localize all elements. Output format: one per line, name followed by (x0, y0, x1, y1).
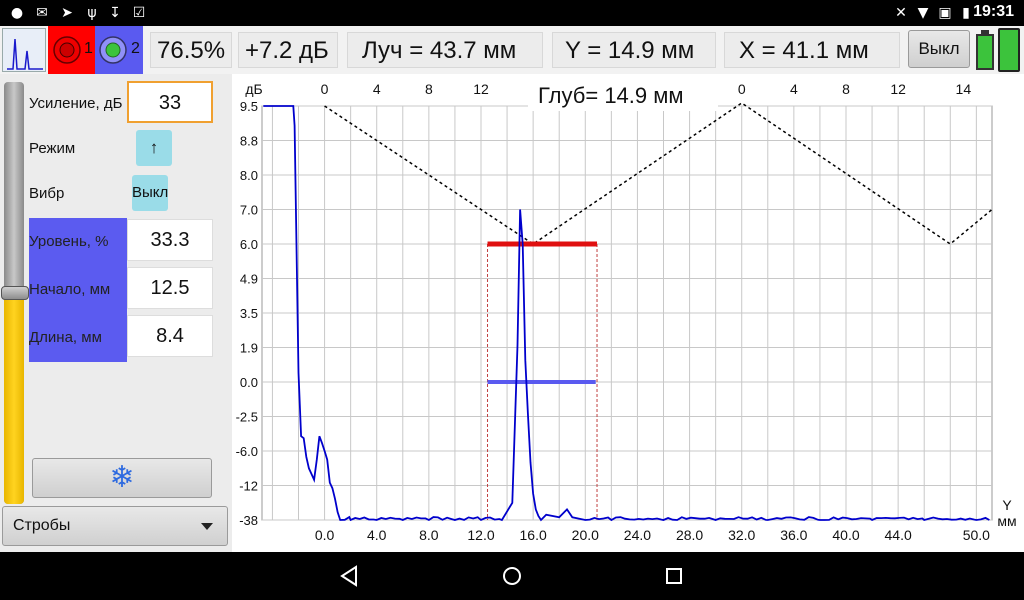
wifi-icon: ▼ (917, 5, 929, 21)
y-tick-label: -6.0 (236, 444, 258, 459)
y-tick-label: -12 (239, 479, 258, 494)
ascan-chart: 9.5 8.8 8.0 7.0 6.0 4.9 3.5 1.9 0.0 -2.5 -6.0 -12 -3… (236, 81, 1017, 543)
snowflake-icon: ❄ (109, 460, 135, 495)
x-tick-label: 44.0 (885, 527, 912, 543)
mode-label: Режим (29, 140, 76, 157)
gain-slider-fill (4, 293, 24, 504)
nav-bar (0, 552, 1024, 600)
gain-label: Усиление, дБ (29, 95, 123, 112)
signal-trace (263, 105, 990, 522)
y-tick-label: 0.0 (240, 375, 258, 390)
length-label: Длина, мм (29, 314, 127, 362)
no-sim-icon: ▣ (938, 5, 952, 21)
x-tick-label: 0.0 (315, 527, 335, 543)
ascan-mode-button[interactable] (2, 28, 46, 72)
x-tick-label: 16.0 (520, 527, 547, 543)
battery-indicator-2-icon (998, 28, 1020, 72)
y-tick-label: 9.5 (240, 99, 258, 114)
download-icon: ↧ (109, 5, 121, 21)
top-tick-label: 14 (956, 81, 972, 97)
dac-curve (324, 102, 993, 245)
y-tick-label: 8.8 (240, 134, 258, 149)
waveform-icon (7, 38, 43, 70)
y-tick-label: 3.5 (240, 306, 258, 321)
ascan-plot[interactable]: 9.5 8.8 8.0 7.0 6.0 4.9 3.5 1.9 0.0 -2.5 -6.0 -12 -3… (232, 74, 1024, 552)
x-tick-label: 36.0 (780, 527, 807, 543)
top-tick-label: 8 (842, 81, 850, 97)
db-axis-label: дБ (245, 81, 262, 97)
battery-icon: ▮ (962, 5, 970, 21)
back-icon[interactable] (338, 564, 362, 588)
level-label: Уровень, % (29, 218, 127, 266)
gain-percent-readout: 76.5% (150, 32, 232, 68)
start-label: Начало, мм (29, 266, 127, 314)
settings-panel: Усиление, дБ 33 Режим ↑ Вибр Выкл Уровен… (0, 74, 232, 552)
toolbar: 1 2 76.5% +7.2 дБ Луч = 43.7 мм Y = 14.9… (0, 26, 1024, 74)
checkbox-icon: ☑ (132, 5, 146, 21)
gate2-button[interactable]: 2 (95, 26, 143, 74)
top-tick-label: 4 (373, 81, 381, 97)
recents-icon[interactable] (662, 564, 686, 588)
gate1-button[interactable]: 1 (48, 26, 95, 74)
x-readout: X = 41.1 мм (724, 32, 900, 68)
top-tick-label: 4 (790, 81, 798, 97)
depth-readout: Глуб= 14.9 мм (528, 81, 718, 111)
x-axis-label-top: Y (1002, 497, 1012, 513)
bluetooth-icon: ✕ (895, 5, 907, 21)
home-icon[interactable] (500, 564, 524, 588)
y-tick-label: -38 (239, 513, 258, 528)
y-tick-label: -2.5 (236, 410, 258, 425)
start-input[interactable]: 12.5 (127, 267, 213, 309)
battery-indicator-icon (976, 30, 994, 70)
top-tick-label: 12 (473, 81, 489, 97)
vibr-button[interactable]: Выкл (132, 175, 168, 211)
x-tick-label: 4.0 (367, 527, 387, 543)
usb-icon: ψ (87, 5, 97, 21)
gain-input[interactable]: 33 (127, 81, 213, 123)
clock: 19:31 (973, 3, 1014, 20)
top-tick-label: 12 (890, 81, 906, 97)
x-tick-label: 50.0 (963, 527, 990, 543)
delta-db-readout: +7.2 дБ (238, 32, 338, 68)
x-tick-label: 24.0 (624, 527, 651, 543)
x-tick-label: 8.0 (419, 527, 439, 543)
vibr-label: Вибр (29, 185, 65, 202)
chevron-down-icon (201, 523, 213, 530)
y-tick-label: 1.9 (240, 341, 258, 356)
x-tick-label: 28.0 (676, 527, 703, 543)
gates-dropdown[interactable]: Стробы (2, 506, 228, 546)
freeze-button[interactable]: ❄ (32, 458, 212, 498)
x-tick-label: 12.0 (467, 527, 494, 543)
gain-slider-thumb[interactable] (1, 286, 29, 300)
gate1-indicator-icon (53, 36, 81, 64)
top-tick-label: 8 (425, 81, 433, 97)
y-tick-label: 6.0 (240, 237, 258, 252)
gate2-indicator-icon (99, 36, 127, 64)
level-input[interactable]: 33.3 (127, 219, 213, 261)
off-button[interactable]: Выкл (908, 30, 970, 68)
top-tick-label: 0 (738, 81, 746, 97)
x-tick-label: 20.0 (572, 527, 599, 543)
rocket-icon: ➤ (61, 5, 73, 21)
mode-button[interactable]: ↑ (136, 130, 172, 166)
gate2-number: 2 (131, 40, 140, 57)
beam-readout: Луч = 43.7 мм (347, 32, 543, 68)
y-tick-label: 4.9 (240, 272, 258, 287)
mail-icon: ✉ (36, 5, 48, 21)
person-icon: ● (10, 5, 24, 21)
x-axis-label-bottom: мм (997, 513, 1016, 529)
x-tick-label: 32.0 (728, 527, 755, 543)
gate1-number: 1 (84, 40, 93, 57)
gates-dropdown-label: Стробы (13, 517, 71, 534)
top-tick-label: 0 (321, 81, 329, 97)
status-bar: ● ✉ ➤ ψ ↧ ☑ ✕ ▼ ▣ ▮ 19:31 (0, 0, 1024, 26)
y-tick-label: 7.0 (240, 203, 258, 218)
length-input[interactable]: 8.4 (127, 315, 213, 357)
y-tick-label: 8.0 (240, 168, 258, 183)
y-readout: Y = 14.9 мм (552, 32, 716, 68)
x-tick-label: 40.0 (832, 527, 859, 543)
